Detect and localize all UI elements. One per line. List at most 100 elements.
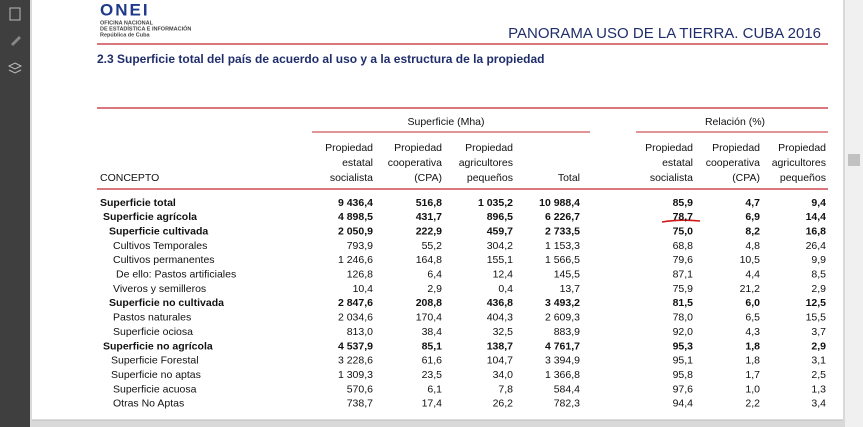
cell-value: 155,1 (487, 254, 513, 266)
cell-value: 6,1 (427, 383, 442, 395)
logo: ONEI (100, 0, 150, 19)
cell-value: 2,9 (427, 283, 442, 295)
column-header: Total (558, 172, 580, 184)
column-header: pequeños (780, 172, 826, 184)
logo-line: República de Cuba (100, 32, 150, 38)
cell-value: 6 226,7 (545, 211, 580, 223)
column-header: (CPA) (732, 172, 760, 184)
cell-value: 1 035,2 (478, 197, 513, 209)
cell-value: 32,5 (493, 326, 514, 338)
cell-value: 2 034,6 (338, 312, 373, 324)
cell-value: 78,0 (673, 312, 694, 324)
cell-value: 138,7 (487, 340, 513, 352)
cell-value: 431,7 (416, 211, 442, 223)
cell-value: 95,3 (673, 340, 694, 352)
cell-value: 4 898,5 (338, 211, 373, 223)
cell-value: 782,3 (554, 398, 580, 410)
group-header: Relación (%) (705, 116, 765, 128)
row-label: Otras No Aptas (113, 398, 184, 410)
cell-value: 3,7 (811, 326, 826, 338)
cell-value: 738,7 (347, 398, 373, 410)
cell-value: 4,7 (745, 197, 760, 209)
scroll-thumb[interactable] (848, 154, 860, 166)
document-title: PANORAMA USO DE LA TIERRA. CUBA 2016 (508, 25, 821, 42)
cell-value: 436,8 (487, 297, 513, 309)
cell-value: 1,8 (745, 340, 760, 352)
cell-value: 7,8 (498, 383, 513, 395)
cell-value: 68,8 (673, 240, 694, 252)
annotate-icon[interactable] (11, 36, 21, 46)
row-label: Superficie ociosa (113, 326, 193, 338)
cell-value: 516,8 (416, 197, 442, 209)
cell-value: 3,4 (811, 398, 826, 410)
cell-value: 2 733,5 (545, 225, 580, 237)
row-label: Cultivos Temporales (113, 240, 207, 252)
cell-value: 1,0 (745, 383, 760, 395)
cell-value: 4,4 (745, 269, 760, 281)
column-header: estatal (662, 157, 693, 169)
cell-value: 2,9 (811, 340, 826, 352)
column-header: socialista (650, 172, 693, 184)
row-label: Pastos naturales (113, 312, 191, 324)
cell-value: 1 153,3 (545, 240, 580, 252)
cell-value: 3 394,9 (545, 355, 580, 367)
row-label: De ello: Pastos artificiales (116, 269, 236, 281)
sidebar (0, 0, 30, 427)
cell-value: 6,9 (745, 211, 760, 223)
cell-value: 404,3 (487, 312, 513, 324)
column-header: agricultores (772, 157, 826, 169)
cell-value: 10,5 (740, 254, 761, 266)
cell-value: 3,1 (811, 355, 826, 367)
column-header: Propiedad (465, 142, 513, 154)
cell-value: 14,4 (806, 211, 827, 223)
cell-value: 170,4 (416, 312, 442, 324)
column-header: (CPA) (414, 172, 442, 184)
cell-value: 85,1 (422, 340, 443, 352)
cell-value: 2,2 (745, 398, 760, 410)
cell-value: 304,2 (487, 240, 513, 252)
cell-value: 3 493,2 (545, 297, 580, 309)
cell-value: 55,2 (422, 240, 443, 252)
column-header: Propiedad (645, 142, 693, 154)
cell-value: 1 246,6 (338, 254, 373, 266)
cell-value: 12,5 (806, 297, 827, 309)
cell-value: 75,0 (673, 225, 694, 237)
cell-value: 38,4 (422, 326, 443, 338)
cell-value: 10,4 (353, 283, 374, 295)
cell-value: 23,5 (422, 369, 443, 381)
cell-value: 104,7 (487, 355, 513, 367)
cell-value: 896,5 (487, 211, 513, 223)
cell-value: 4 537,9 (338, 340, 373, 352)
cell-value: 793,9 (347, 240, 373, 252)
pages-icon[interactable] (9, 7, 21, 21)
column-header: Propiedad (394, 142, 442, 154)
cell-value: 584,4 (554, 383, 580, 395)
document-page (32, 0, 843, 420)
cell-value: 2 609,3 (545, 312, 580, 324)
column-header: socialista (330, 172, 373, 184)
section-title: 2.3 Superficie total del país de acuerdo… (97, 52, 544, 66)
cell-value: 95,1 (673, 355, 694, 367)
cell-value: 1,8 (745, 355, 760, 367)
column-header: agricultores (459, 157, 513, 169)
cell-value: 17,4 (422, 398, 443, 410)
column-header: estatal (342, 157, 373, 169)
scrollbar[interactable] (845, 0, 863, 427)
cell-value: 9 436,4 (338, 197, 373, 209)
cell-value: 8,2 (745, 225, 760, 237)
cell-value: 570,6 (347, 383, 373, 395)
cell-value: 4,8 (745, 240, 760, 252)
layers-icon[interactable] (7, 62, 23, 74)
cell-value: 145,5 (554, 269, 580, 281)
row-label: Cultivos permanentes (113, 254, 215, 266)
cell-value: 94,4 (673, 398, 694, 410)
cell-value: 4,3 (745, 326, 760, 338)
cell-value: 222,9 (416, 225, 442, 237)
cell-value: 8,5 (811, 269, 826, 281)
cell-value: 79,6 (673, 254, 694, 266)
logo-line: DE ESTADÍSTICA E INFORMACIÓN (100, 24, 191, 32)
cell-value: 26,4 (806, 240, 827, 252)
cell-value: 126,8 (347, 269, 373, 281)
